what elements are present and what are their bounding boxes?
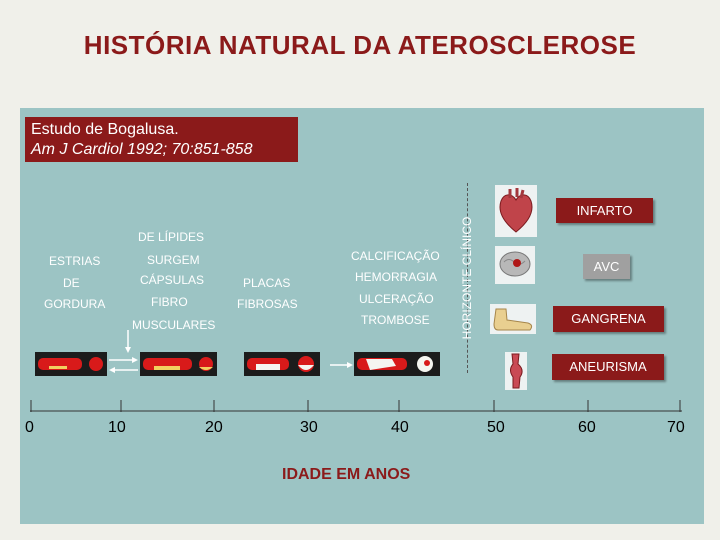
heart-icon	[495, 185, 537, 237]
outcome-aneurisma: ANEURISMA	[552, 354, 664, 380]
stage-lipides-line2: SURGEM	[147, 253, 200, 267]
stage-placas-line2: FIBROSAS	[237, 297, 298, 311]
artery-cross-section-stage3	[292, 352, 320, 376]
stage-hemorragia: HEMORRAGIA	[355, 270, 438, 284]
stage-lipides-line5: MUSCULARES	[132, 318, 216, 332]
stage-calcificacao: CALCIFICAÇÃO	[351, 249, 440, 263]
artery-cross-section-stage4	[410, 352, 440, 376]
connector-lipides-arrow	[125, 330, 131, 353]
x-tick-30: 30	[300, 419, 318, 436]
x-tick-60: 60	[578, 419, 596, 436]
artery-longitudinal-stage2	[140, 352, 195, 376]
outcome-avc: AVC	[583, 254, 630, 279]
outcome-infarto: INFARTO	[556, 198, 653, 223]
stage-placas-line1: PLACAS	[243, 276, 291, 290]
stage-lipides-line3: CÁPSULAS	[140, 273, 205, 287]
brain-icon	[495, 246, 535, 284]
artery-longitudinal-stage1	[35, 352, 85, 376]
stage-lipides-line1: DE LÍPIDES	[138, 230, 205, 244]
artery-longitudinal-stage4	[354, 352, 410, 376]
stage-lipides-line4: FIBRO	[151, 295, 188, 309]
clinical-horizon-label: HORIZONTE CLÍNICO	[460, 216, 474, 340]
artery-cross-section-stage2	[195, 352, 217, 376]
x-axis-label: IDADE EM ANOS	[282, 466, 411, 483]
x-tick-50: 50	[487, 419, 505, 436]
outcome-gangrena: GANGRENA	[553, 306, 664, 332]
artery-cross-section-stage1	[85, 352, 107, 376]
x-tick-40: 40	[391, 419, 409, 436]
artery-longitudinal-stage3	[244, 352, 292, 376]
stage-ulceracao: ULCERAÇÃO	[359, 292, 434, 306]
x-axis	[30, 400, 682, 412]
x-tick-0: 0	[25, 419, 34, 436]
page-title: HISTÓRIA NATURAL DA ATEROSCLEROSE	[83, 30, 637, 60]
stage-estrias-line3: GORDURA	[44, 297, 106, 311]
study-citation-box: Estudo de Bogalusa. Am J Cardiol 1992; 7…	[25, 117, 298, 162]
x-tick-10: 10	[108, 419, 126, 436]
stage-trombose: TROMBOSE	[361, 313, 430, 327]
progression-arrows-1	[109, 357, 138, 373]
stage-estrias-line1: ESTRIAS	[49, 254, 101, 268]
x-tick-70: 70	[667, 419, 685, 436]
aorta-icon	[505, 352, 527, 390]
study-name: Estudo de Bogalusa.	[31, 121, 179, 138]
progression-arrow-2	[330, 362, 353, 368]
clinical-horizon-line	[467, 183, 468, 373]
stage-estrias-line2: DE	[63, 276, 80, 290]
foot-icon	[490, 304, 536, 334]
study-reference: Am J Cardiol 1992; 70:851-858	[31, 141, 253, 158]
x-tick-20: 20	[205, 419, 223, 436]
